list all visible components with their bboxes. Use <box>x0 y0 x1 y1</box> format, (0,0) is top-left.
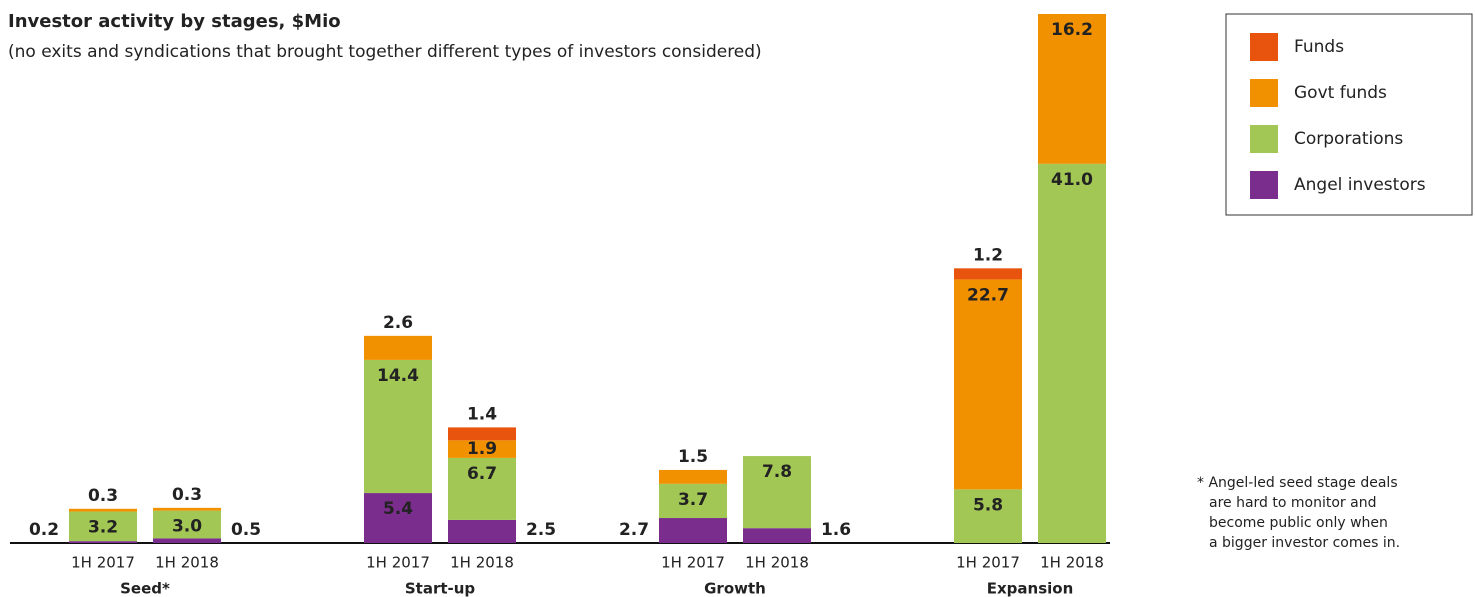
group-label: Seed* <box>120 580 170 597</box>
bar-segment <box>153 510 221 539</box>
legend-label: Angel investors <box>1294 175 1426 195</box>
bar-segment <box>364 493 432 543</box>
bar-segment <box>743 456 811 529</box>
legend-swatch <box>1250 125 1278 153</box>
footnote: * Angel-led seed stage deals <box>1197 475 1398 491</box>
bar-segment <box>364 335 432 360</box>
value-label: 1.6 <box>821 520 851 540</box>
value-label: 2.6 <box>383 313 413 333</box>
bar-segment <box>1038 14 1106 164</box>
x-tick-label: 1H 2017 <box>366 554 430 572</box>
x-tick-label: 1H 2018 <box>155 554 219 572</box>
x-tick-label: 1H 2017 <box>71 554 135 572</box>
x-tick-label: 1H 2018 <box>450 554 514 572</box>
bar-segment <box>448 427 516 441</box>
value-label: 0.3 <box>88 486 118 506</box>
bar-segment <box>69 511 137 542</box>
legend-swatch <box>1250 171 1278 199</box>
bar-segment <box>153 538 221 543</box>
x-tick-label: 1H 2017 <box>956 554 1020 572</box>
bar-segment <box>448 519 516 543</box>
value-label: 3.7 <box>678 490 708 510</box>
bar-segment <box>1038 163 1106 543</box>
value-label: 3.0 <box>172 517 202 537</box>
footnote: are hard to monitor and <box>1209 495 1376 511</box>
value-label: 22.7 <box>967 285 1009 305</box>
value-label: 2.5 <box>526 520 556 540</box>
value-label: 0.5 <box>231 520 261 540</box>
bar-segment <box>954 489 1022 543</box>
x-tick-label: 1H 2018 <box>1040 554 1104 572</box>
bar-segment <box>659 469 727 484</box>
bar-segment <box>69 508 137 512</box>
footnote: a bigger investor comes in. <box>1209 535 1400 551</box>
legend-label: Corporations <box>1294 129 1403 149</box>
legend-label: Funds <box>1294 37 1344 57</box>
value-label: 1.4 <box>467 404 497 424</box>
x-tick-label: 1H 2017 <box>661 554 725 572</box>
footnote: become public only when <box>1209 515 1388 531</box>
x-tick-label: 1H 2018 <box>745 554 809 572</box>
value-label: 5.8 <box>973 495 1003 515</box>
bar-segment <box>153 507 221 511</box>
value-label: 5.4 <box>383 499 413 519</box>
value-label: 1.2 <box>973 245 1003 265</box>
bar-segment <box>69 541 137 543</box>
bar-segment <box>954 279 1022 490</box>
value-label: 0.3 <box>172 485 202 505</box>
legend-label: Govt funds <box>1294 83 1387 103</box>
value-label: 16.2 <box>1051 20 1093 40</box>
value-label: 3.2 <box>88 518 118 538</box>
legend-swatch <box>1250 33 1278 61</box>
bar-segment <box>954 268 1022 280</box>
bar-segment <box>659 518 727 543</box>
value-label: 0.2 <box>29 520 59 540</box>
bar-segment <box>743 528 811 543</box>
bar-segment <box>448 457 516 520</box>
legend-swatch <box>1250 79 1278 107</box>
value-label: 6.7 <box>467 464 497 484</box>
bar-segment <box>659 483 727 519</box>
group-label: Growth <box>704 580 766 597</box>
value-label: 7.8 <box>762 462 792 482</box>
group-label: Start-up <box>405 580 476 597</box>
value-label: 41.0 <box>1051 170 1093 190</box>
chart-subtitle: (no exits and syndications that brought … <box>8 42 762 62</box>
bar-segment <box>364 359 432 494</box>
value-label: 1.5 <box>678 447 708 467</box>
group-label: Expansion <box>987 580 1074 597</box>
value-label: 14.4 <box>377 366 419 386</box>
bar-segment <box>448 440 516 458</box>
value-label: 2.7 <box>619 520 649 540</box>
chart-title: Investor activity by stages, $Mio <box>8 11 341 32</box>
value-label: 1.9 <box>467 439 497 459</box>
